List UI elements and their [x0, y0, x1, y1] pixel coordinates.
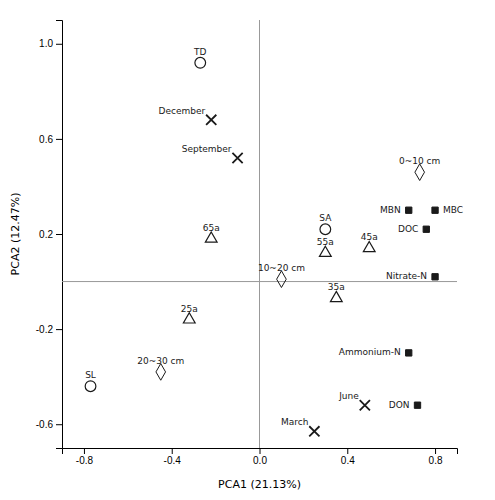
tick: 0.0 — [253, 448, 267, 466]
point-label: June — [338, 391, 359, 401]
series — [206, 115, 370, 437]
y-axis-title: PCA2 (12.47%) — [9, 193, 22, 276]
tick-label: -0.8 — [76, 455, 94, 466]
point-label: Ammonium-N — [339, 347, 401, 357]
point — [320, 224, 331, 235]
point — [432, 207, 438, 213]
series — [183, 232, 375, 323]
point-label: September — [182, 144, 232, 154]
marks — [62, 20, 457, 448]
tick-mark — [56, 329, 62, 330]
tick-mark — [56, 44, 62, 45]
tick-mark — [84, 448, 85, 454]
point — [206, 115, 216, 125]
point-label: 25a — [181, 304, 198, 314]
tick: 1.0 — [39, 38, 62, 49]
tick-mark — [347, 448, 348, 454]
point — [360, 400, 370, 410]
series — [406, 207, 439, 408]
point — [309, 426, 319, 436]
point-label: MBC — [443, 205, 463, 215]
point — [319, 246, 331, 256]
tick-label: 0.4 — [341, 455, 355, 466]
tick: 0.4 — [341, 448, 355, 466]
tick-label: 0.6 — [39, 134, 53, 145]
point — [330, 291, 342, 301]
point-label: TD — [193, 47, 206, 57]
tick-label: -0.2 — [36, 324, 54, 335]
point-label: 55a — [317, 237, 334, 247]
y-axis: -0.6 -0.2 0.2 0.6 1.0 — [36, 21, 63, 449]
tick-label: 0.8 — [429, 455, 443, 466]
tick-mark — [435, 448, 436, 454]
point — [406, 207, 412, 213]
point — [232, 153, 242, 163]
point — [183, 313, 195, 323]
tick: -0.6 — [36, 419, 62, 430]
point-label: 20~30 cm — [137, 356, 184, 366]
point-labels: TD SA SL December September June March 65a 55a 45… — [85, 47, 463, 428]
tick-label: -0.4 — [164, 455, 182, 466]
tick: -0.8 — [76, 448, 94, 466]
tick-label: 0.0 — [253, 455, 267, 466]
tick: 0.2 — [39, 229, 62, 240]
tick-mark — [56, 234, 62, 235]
point-label: 10~20 cm — [258, 263, 305, 273]
point-label: SL — [85, 370, 96, 380]
tick-mark — [56, 424, 62, 425]
tick-label: 0.2 — [39, 229, 53, 240]
point — [156, 364, 166, 381]
point-label: 0~10 cm — [399, 156, 440, 166]
plot: -0.8 -0.4 0.0 0.4 0.8 -0.6 -0.2 0.2 0.6 1.0 TD SA SL… — [36, 20, 463, 466]
tick-mark — [56, 139, 62, 140]
point — [432, 274, 438, 280]
point — [415, 164, 425, 181]
point — [277, 271, 287, 288]
tick-mark — [260, 448, 261, 454]
chart: -0.8 -0.4 0.0 0.4 0.8 -0.6 -0.2 0.2 0.6 1.0 TD SA SL… — [0, 0, 495, 500]
point — [414, 402, 420, 408]
point — [406, 350, 412, 356]
point-label: 45a — [361, 232, 378, 242]
point-label: DON — [389, 400, 410, 410]
point — [195, 57, 206, 68]
point-label: 65a — [203, 223, 220, 233]
point-label: DOC — [398, 224, 418, 234]
x-axis: -0.8 -0.4 0.0 0.4 0.8 — [63, 448, 458, 466]
point-label: Nitrate-N — [386, 271, 427, 281]
series — [85, 57, 331, 391]
point-label: December — [159, 106, 206, 116]
point — [423, 226, 429, 232]
axis-line — [63, 449, 458, 455]
point — [363, 241, 375, 251]
tick: -0.4 — [164, 448, 182, 466]
tick-label: 1.0 — [39, 38, 53, 49]
reference-line — [259, 20, 260, 448]
x-axis-title: PCA1 (21.13%) — [218, 478, 301, 491]
point — [85, 381, 96, 392]
point — [205, 232, 217, 242]
tick-mark — [172, 448, 173, 454]
tick: 0.6 — [39, 134, 62, 145]
point-label: MBN — [380, 205, 401, 215]
point-label: SA — [319, 213, 332, 223]
series — [156, 164, 425, 380]
axis-line — [56, 21, 63, 449]
point-label: 35a — [328, 282, 345, 292]
tick: -0.2 — [36, 324, 62, 335]
point-label: March — [281, 417, 308, 427]
tick: 0.8 — [429, 448, 443, 466]
tick-label: -0.6 — [36, 419, 54, 430]
